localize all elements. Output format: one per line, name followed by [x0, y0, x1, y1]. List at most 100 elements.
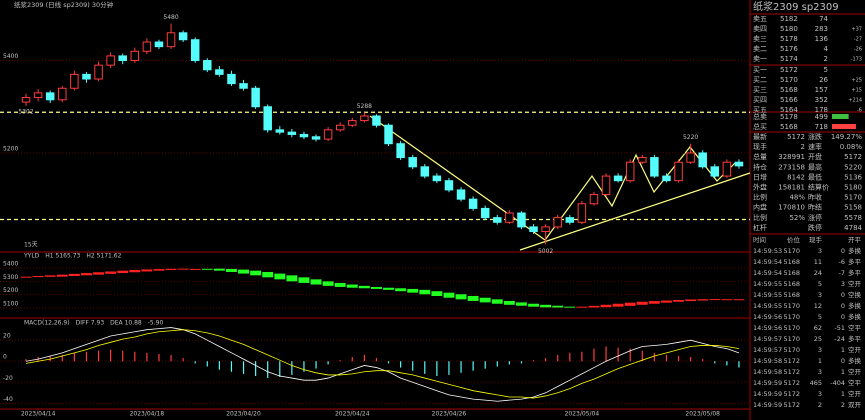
legend-entry: H1 5165.73: [45, 253, 80, 260]
x-tick-label: 2023/05/04: [565, 411, 600, 418]
book-change: +15: [851, 88, 862, 94]
trade-cell: 3: [841, 280, 845, 288]
candle-body: [154, 41, 164, 48]
book-volume: 283: [815, 25, 828, 33]
trade-cell: 1: [841, 346, 845, 354]
candle-body: [517, 212, 526, 228]
trade-cell: 14:59:54: [753, 258, 782, 266]
book-label: 买五: [753, 106, 767, 114]
trade-cell: 多平: [848, 334, 862, 343]
book-label: 买一: [753, 66, 767, 74]
stat-value: 0.08%: [840, 143, 863, 151]
trade-cell: 14:59:55: [753, 302, 782, 310]
candle-body: [239, 83, 248, 89]
y-tick-label: 5100: [3, 301, 18, 308]
trade-cell: 5168: [783, 280, 800, 288]
stat-value: 158181: [778, 184, 805, 192]
stat-label: 开盘: [808, 152, 822, 161]
x-tick-label: 2023/04/20: [226, 411, 261, 418]
candle-body: [360, 115, 369, 122]
candle-body: [94, 64, 103, 80]
book-volume: 74: [819, 15, 828, 23]
trade-cell: 5: [818, 313, 822, 321]
trade-cell: 11: [814, 258, 822, 266]
extreme-label: 5288: [357, 103, 372, 110]
band-bar: [117, 270, 129, 274]
trade-cell: 14:59:58: [753, 368, 782, 376]
book-volume: 352: [815, 96, 828, 104]
band-bar: [213, 268, 225, 271]
trade-cell: 多平: [848, 268, 862, 277]
candle-body: [625, 161, 635, 182]
candle-body: [384, 124, 393, 145]
book-price: 5164: [780, 106, 798, 114]
stat-value: 170810: [778, 204, 805, 212]
total-bar: [832, 124, 856, 129]
stat-value: 5172: [844, 153, 862, 161]
book-volume: 26: [819, 76, 828, 84]
band-bar: [20, 276, 32, 278]
band-bar: [250, 270, 262, 276]
book-change: -173: [851, 57, 862, 63]
x-tick-label: 2023/04/18: [130, 411, 165, 418]
trade-header: 开平: [848, 236, 862, 244]
diff-line: [25, 327, 740, 402]
candle-body: [215, 69, 224, 75]
trade-cell: 14:59:56: [753, 313, 782, 321]
trade-cell: 空开: [848, 367, 862, 376]
band-bar: [431, 291, 443, 296]
band-bar: [32, 276, 44, 278]
book-price: 5176: [780, 45, 798, 53]
trade-cell: 5: [818, 280, 822, 288]
band-bar: [516, 302, 527, 306]
trade-cell: 25: [814, 335, 822, 343]
candle-body: [287, 131, 297, 135]
trade-cell: 空换: [848, 290, 862, 299]
band-bar: [262, 272, 274, 278]
band-bar: [407, 288, 419, 293]
band-bar: [419, 289, 431, 295]
book-price: 5168: [780, 86, 798, 94]
book-volume: 178: [815, 106, 828, 114]
candle-body: [577, 203, 587, 223]
candle-body: [118, 55, 127, 62]
band-bar: [286, 275, 298, 282]
stat-label: 持仓: [753, 162, 767, 171]
stat-label: 涨跌: [808, 132, 822, 141]
total-volume: 499: [815, 113, 828, 121]
band-bar: [129, 270, 141, 273]
window-title: 纸浆2309 (日线 sp2309) 30分钟: [14, 0, 114, 9]
trade-header: 时间: [753, 235, 766, 244]
legend-entry: YYLD: [23, 253, 40, 260]
candle-body: [686, 152, 695, 163]
candle-body: [420, 166, 430, 177]
trade-cell: 2: [841, 401, 845, 409]
stat-label: 最新: [753, 132, 767, 141]
stat-label: 内盘: [753, 203, 767, 212]
book-label: 卖一: [753, 55, 767, 63]
band-bar: [697, 299, 709, 301]
stat-value: 8142: [787, 173, 805, 181]
trade-cell: 0: [841, 357, 845, 365]
candle-body: [468, 198, 478, 209]
quote-title: 纸浆2309 sp2309: [753, 0, 839, 13]
book-change: -27: [854, 37, 862, 43]
trade-cell: 1: [841, 390, 845, 398]
candle-body: [650, 157, 659, 177]
candle-body: [613, 175, 623, 182]
trade-cell: 1: [841, 368, 845, 376]
band-bar: [455, 294, 467, 300]
band-bar: [68, 273, 80, 276]
trade-cell: 5170: [783, 335, 800, 343]
stat-value: 5170: [844, 194, 862, 202]
y-tick-label: -40: [3, 396, 13, 403]
trade-cell: 0: [841, 302, 845, 310]
trade-cell: 3: [818, 247, 822, 255]
trend-line: [369, 115, 546, 241]
trade-cell: -404: [830, 379, 845, 387]
band-bar: [226, 268, 237, 272]
band-bar: [358, 285, 370, 289]
total-volume: 718: [815, 123, 828, 131]
trade-cell: 3: [818, 291, 822, 299]
